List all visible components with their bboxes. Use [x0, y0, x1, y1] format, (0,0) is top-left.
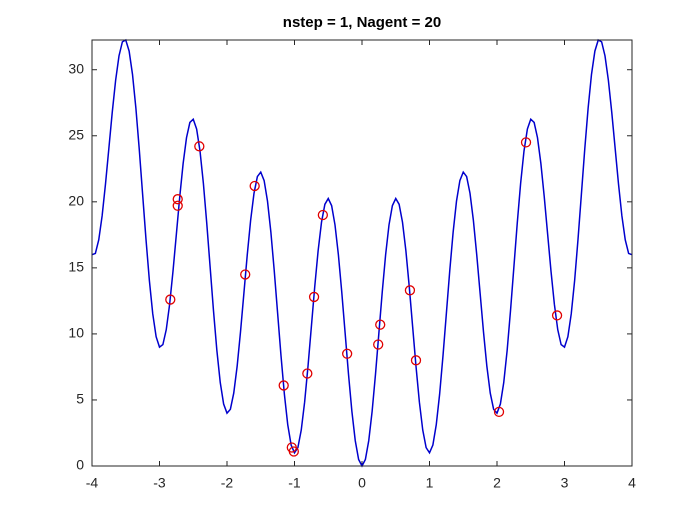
point — [375, 319, 386, 330]
point — [341, 348, 353, 359]
point — [308, 291, 320, 303]
point — [404, 285, 416, 296]
y-tick-label: 0 — [76, 457, 84, 473]
point — [317, 209, 329, 221]
point — [520, 137, 532, 148]
point — [278, 380, 289, 391]
y-tick-label: 5 — [76, 391, 84, 407]
x-tick-label: 0 — [358, 475, 366, 491]
point — [493, 406, 505, 417]
point — [194, 141, 205, 152]
y-tick-label: 30 — [68, 60, 84, 76]
x-tick-label: 1 — [426, 475, 434, 491]
point — [165, 294, 176, 305]
chart-title: nstep = 1, Nagent = 20 — [283, 14, 441, 31]
x-tick-label: -4 — [86, 475, 99, 491]
point — [240, 269, 251, 280]
point — [288, 446, 299, 457]
y-tick-label: 10 — [68, 325, 84, 341]
x-tick-label: -3 — [153, 475, 166, 491]
x-tick-label: -1 — [288, 475, 301, 491]
x-tick-label: -2 — [221, 475, 234, 491]
point — [410, 355, 422, 366]
point — [551, 310, 563, 321]
plot-area — [92, 40, 632, 466]
y-tick-label: 25 — [68, 126, 84, 142]
x-tick-label: 3 — [561, 475, 569, 491]
x-tick-label: 2 — [493, 475, 501, 491]
point — [172, 200, 183, 211]
y-tick-label: 15 — [68, 259, 84, 275]
point — [373, 339, 384, 350]
y-tick-label: 20 — [68, 193, 84, 209]
x-tick-label: 4 — [628, 475, 636, 491]
point — [249, 180, 260, 192]
point — [302, 368, 313, 379]
point — [172, 194, 183, 205]
axes-box — [91, 39, 633, 467]
